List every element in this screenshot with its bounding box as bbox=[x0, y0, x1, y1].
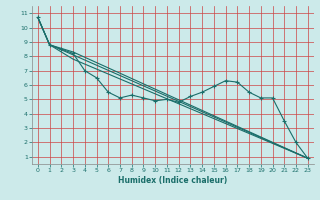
X-axis label: Humidex (Indice chaleur): Humidex (Indice chaleur) bbox=[118, 176, 228, 185]
